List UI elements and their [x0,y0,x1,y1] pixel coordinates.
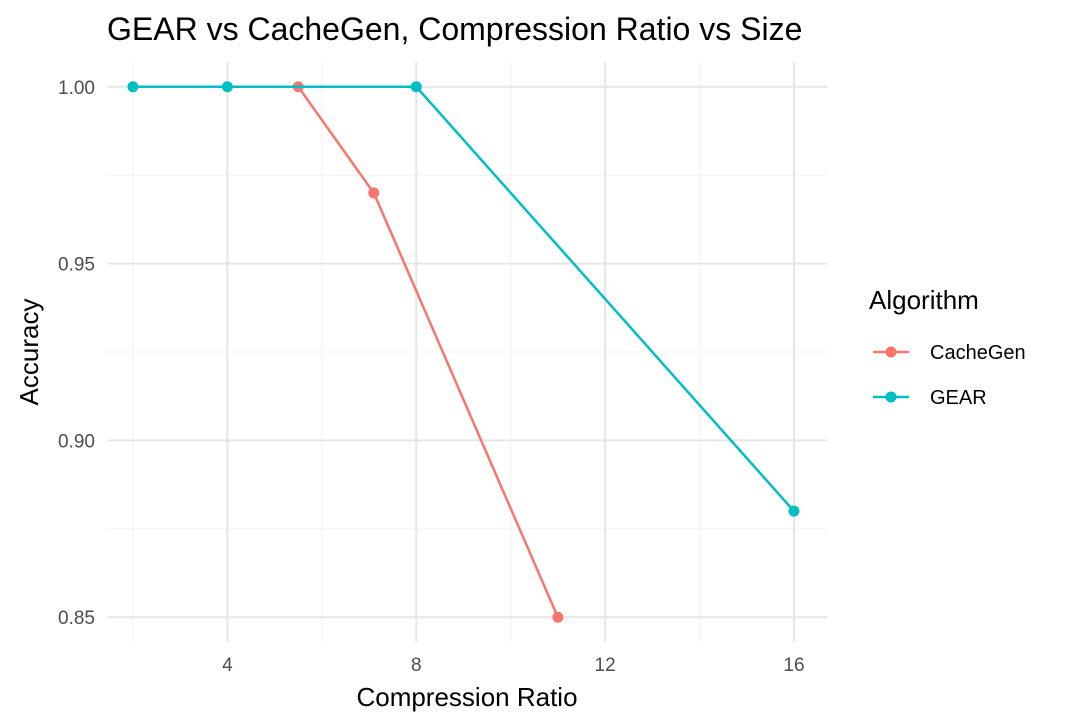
cachegen-point [552,611,564,623]
series [127,81,800,623]
x-axis-title: Compression Ratio [356,682,577,712]
legend-label-cachegen: CacheGen [930,342,1026,364]
y-tick-label: 1.00 [58,78,95,99]
x-axis-ticks: 4 8 12 16 [222,655,804,676]
cachegen-point [368,187,380,199]
legend-items: CacheGen GEAR [873,342,1026,409]
x-tick-label: 4 [222,655,233,676]
gear-line [132,85,795,512]
legend-title: Algorithm [869,285,979,315]
x-tick-label: 12 [595,655,616,676]
y-tick-label: 0.95 [58,255,95,276]
legend: Algorithm CacheGen GEAR [869,285,1026,409]
gear-point [127,81,139,93]
grid [107,62,827,642]
y-axis-ticks: 0.85 0.90 0.95 1.00 [58,78,95,629]
y-tick-label: 0.85 [58,608,95,629]
legend-key-point-gear [885,391,897,403]
gear-point [410,81,422,93]
legend-label-gear: GEAR [930,387,987,409]
legend-key-point-cachegen [885,346,897,358]
gear-point [221,81,233,93]
chart-title: GEAR vs CacheGen, Compression Ratio vs S… [107,11,802,47]
x-tick-label: 8 [411,655,422,676]
y-tick-label: 0.90 [58,431,95,452]
x-tick-label: 16 [783,655,804,676]
y-axis-title: Accuracy [14,299,44,406]
gear-point [788,505,800,517]
